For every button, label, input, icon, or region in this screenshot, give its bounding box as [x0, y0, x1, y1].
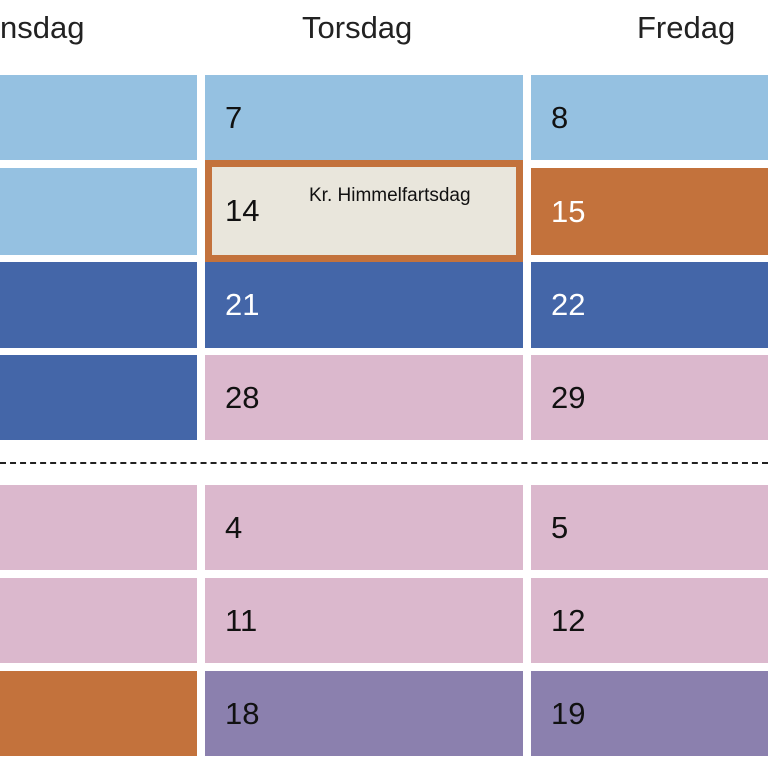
day-cell[interactable]: [0, 262, 197, 348]
month-divider: [0, 462, 768, 464]
day-cell[interactable]: 11: [205, 578, 523, 663]
day-cell[interactable]: 7: [205, 75, 523, 160]
day-cell[interactable]: 29: [531, 355, 768, 440]
day-number: 14: [225, 193, 260, 228]
day-cell[interactable]: 12: [531, 578, 768, 663]
header-wednesday: nsdag: [0, 10, 85, 45]
holiday-day-cell[interactable]: 14 Kr. Himmelfartsdag: [205, 160, 523, 262]
day-cell[interactable]: 22: [531, 262, 768, 348]
day-cell[interactable]: 28: [205, 355, 523, 440]
day-cell[interactable]: 18: [205, 671, 523, 756]
header-thursday: Torsdag: [302, 10, 413, 45]
day-cell[interactable]: [0, 355, 197, 440]
day-cell[interactable]: 15: [531, 168, 768, 255]
day-cell[interactable]: 19: [531, 671, 768, 756]
day-cell[interactable]: 21: [205, 262, 523, 348]
day-cell[interactable]: [0, 671, 197, 756]
day-cell[interactable]: [0, 75, 197, 160]
day-cell[interactable]: [0, 485, 197, 570]
day-cell[interactable]: 8: [531, 75, 768, 160]
day-cell[interactable]: [0, 168, 197, 255]
day-cell[interactable]: [0, 578, 197, 663]
holiday-label: Kr. Himmelfartsdag: [309, 185, 471, 206]
header-friday: Fredag: [637, 10, 736, 45]
day-cell[interactable]: 5: [531, 485, 768, 570]
day-cell[interactable]: 4: [205, 485, 523, 570]
